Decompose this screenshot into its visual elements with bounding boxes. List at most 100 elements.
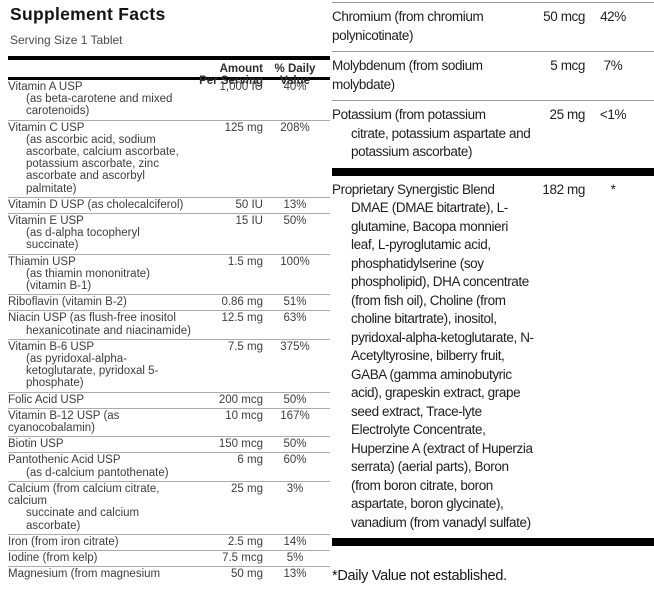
nutrient-name-line: ascorbate, calcium ascorbate, bbox=[26, 146, 179, 159]
table-row: Vitamin B-12 USP (as cyanocobalamin) 10 m… bbox=[8, 407, 330, 436]
table-row: Potassium (from potassium citrate, potass… bbox=[332, 101, 654, 168]
daily-value: 50% bbox=[283, 393, 307, 406]
nutrient-name-line: (as d-alpha tocopheryl bbox=[26, 227, 140, 240]
dv-header-line1: % Daily bbox=[274, 63, 316, 75]
nutrient-name-line: Pantothenic Acid USP bbox=[8, 454, 121, 467]
daily-value: 40% bbox=[283, 81, 307, 93]
amount-value: 2.5 mg bbox=[227, 535, 263, 548]
nutrient-name-line: GABA (gamma aminobutyric bbox=[351, 366, 512, 382]
nutrient-name: Niacin USP (as flush-free inositol hexani… bbox=[8, 312, 330, 336]
table-header: Amount Per Serving % Daily Value bbox=[8, 56, 330, 87]
nutrient-name-line: (as pyridoxal-alpha- bbox=[26, 353, 127, 366]
amount-header-line2: Per Serving bbox=[199, 75, 263, 87]
table-row: Iodine (from kelp) 7.5 mcg 5% bbox=[8, 549, 330, 566]
nutrient-name: Thiamin USP (as thiamin mononitrate) (vita… bbox=[8, 256, 330, 293]
daily-value: 51% bbox=[283, 296, 307, 309]
nutrient-name-line: Thiamin USP bbox=[8, 255, 76, 268]
nutrient-name-line: Iron (from iron citrate) bbox=[8, 535, 119, 548]
table-row: Molybdenum (from sodium molybdate) 5 mcg … bbox=[332, 52, 654, 100]
table-row: Calcium (from calcium citrate, calcium suc… bbox=[8, 480, 330, 534]
table-row: Iron (from iron citrate) 2.5 mg 14% bbox=[8, 533, 330, 550]
nutrient-name-line: phosphatidylserine (soy bbox=[351, 255, 484, 271]
daily-value: 375% bbox=[280, 340, 310, 353]
nutrient-name: Vitamin B-12 USP (as cyanocobalamin) bbox=[8, 410, 330, 434]
nutrient-name-line: calcium bbox=[8, 495, 47, 508]
table-row: Thiamin USP (as thiamin mononitrate) (vita… bbox=[8, 253, 330, 295]
table-row: Chromium (from chromium polynicotinate) 5… bbox=[332, 3, 654, 51]
daily-value: 13% bbox=[283, 568, 307, 581]
amount-value: 50 mcg bbox=[543, 9, 585, 24]
nutrient-name: Vitamin C USP (as ascorbic acid, sodium as… bbox=[8, 122, 330, 195]
daily-value: 167% bbox=[280, 409, 310, 422]
nutrient-name-line: Molybdenum (from sodium bbox=[332, 58, 483, 73]
amount-value: 0.86 mg bbox=[221, 296, 263, 309]
table-row: Vitamin C USP (as ascorbic acid, sodium as… bbox=[8, 119, 330, 197]
daily-value: 5% bbox=[286, 551, 304, 564]
table-row: Niacin USP (as flush-free inositol hexani… bbox=[8, 310, 330, 338]
nutrient-name-line: DMAE (DMAE bitartrate), L- bbox=[351, 200, 508, 215]
nutrient-name-line: palmitate) bbox=[26, 182, 77, 195]
nutrient-name-line: (vitamin B-1) bbox=[26, 280, 92, 293]
daily-value: * bbox=[610, 181, 616, 197]
page-title: Supplement Facts bbox=[10, 4, 166, 24]
nutrient-name-line: carotenoids) bbox=[26, 105, 90, 118]
amount-header-line1: Amount bbox=[219, 63, 263, 75]
nutrient-name-line: Magnesium (from magnesium bbox=[8, 568, 161, 581]
nutrient-name-line: phospholipid), DHA concentrate bbox=[351, 274, 529, 289]
nutrient-name-line: succinate and calcium bbox=[26, 507, 140, 520]
divider-thick bbox=[332, 538, 654, 546]
table-row: Vitamin B-6 USP (as pyridoxal-alpha-ketog… bbox=[8, 338, 330, 392]
nutrient-name-line: citrate, potassium aspartate and bbox=[351, 125, 531, 141]
amount-value: 25 mg bbox=[231, 482, 263, 495]
amount-value: 12.5 mg bbox=[221, 312, 263, 325]
table-row: Vitamin A USP (as beta-carotene and mixed… bbox=[8, 80, 330, 120]
nutrient-name-line: potassium ascorbate, zinc bbox=[26, 158, 159, 171]
nutrient-name-line: Vitamin B-6 USP bbox=[8, 340, 95, 353]
amount-value: 50 IU bbox=[235, 198, 264, 211]
daily-value: 3% bbox=[286, 482, 304, 495]
amount-value: 150 mcg bbox=[218, 438, 263, 451]
nutrient-name-line: leaf, L-pyroglutamic acid, bbox=[351, 237, 491, 252]
percent-daily-value-header: % Daily Value bbox=[265, 63, 325, 87]
nutrient-name-line: Vitamin E USP bbox=[8, 215, 84, 228]
nutrient-name-line: (from boron citrate, boron bbox=[351, 477, 493, 493]
nutrient-name-line: seed extract, Trace-lyte bbox=[351, 403, 482, 419]
nutrient-name-line: cyanocobalamin) bbox=[8, 422, 95, 435]
nutrient-name-line: (as ascorbic acid, sodium bbox=[26, 133, 156, 146]
nutrient-name: Proprietary Synergistic Blend DMAE (DMAE … bbox=[332, 181, 654, 533]
nutrient-name: Folic Acid USP bbox=[8, 394, 330, 406]
nutrient-name-line: potassium ascorbate) bbox=[351, 144, 473, 159]
daily-value: 208% bbox=[280, 121, 310, 134]
amount-value: 6 mg bbox=[237, 454, 263, 467]
nutrient-name: Vitamin B-6 USP (as pyridoxal-alpha-ketog… bbox=[8, 341, 330, 390]
daily-value: 60% bbox=[283, 454, 307, 467]
divider-thin bbox=[332, 100, 654, 101]
nutrient-name-line: choline bitartrate), inositol, bbox=[351, 311, 497, 326]
nutrient-name-line: pyridoxal-alpha-ketoglutarate, N- bbox=[351, 329, 534, 345]
nutrient-name: Iodine (from kelp) bbox=[8, 552, 330, 564]
nutrient-name-line: phosphate) bbox=[26, 377, 84, 390]
amount-per-serving-header: Amount Per Serving bbox=[199, 63, 263, 87]
nutrient-name-line: molybdate) bbox=[332, 76, 395, 92]
nutrient-name-line: Folic Acid USP bbox=[8, 393, 85, 406]
table-row: Magnesium (from magnesium 50 mg 13% bbox=[8, 566, 330, 582]
daily-value: 63% bbox=[283, 312, 307, 325]
nutrient-name-line: Potassium (from potassium bbox=[332, 107, 486, 122]
nutrient-name-line: Riboflavin (vitamin B-2) bbox=[8, 296, 127, 309]
table-row: Biotin USP 150 mcg 50% bbox=[8, 436, 330, 452]
nutrient-name-line: vanadium (from vanadyl sulfate) bbox=[351, 514, 531, 530]
nutrient-name-line: serrata) (aerial parts), Boron bbox=[351, 459, 509, 474]
nutrient-name-line: Vitamin A USP bbox=[8, 81, 83, 93]
dv-header-line2: Value bbox=[279, 75, 311, 87]
nutrient-name-line: Vitamin D USP (as cholecalciferol) bbox=[8, 198, 184, 211]
daily-value: <1% bbox=[599, 107, 627, 122]
nutrient-name-line: (as d-calcium pantothenate) bbox=[26, 466, 169, 479]
table-row: Pantothenic Acid USP (as d-calcium pantot… bbox=[8, 452, 330, 480]
amount-value: 182 mg bbox=[542, 181, 585, 197]
right-panel: Chromium (from chromium polynicotinate) 5… bbox=[332, 0, 654, 584]
daily-value: 50% bbox=[283, 438, 307, 451]
nutrient-name: Magnesium (from magnesium bbox=[8, 568, 330, 580]
table-row: Riboflavin (vitamin B-2) 0.86 mg 51% bbox=[8, 294, 330, 310]
nutrient-name: Iron (from iron citrate) bbox=[8, 536, 330, 548]
nutrient-name: Molybdenum (from sodium molybdate) bbox=[332, 57, 654, 94]
